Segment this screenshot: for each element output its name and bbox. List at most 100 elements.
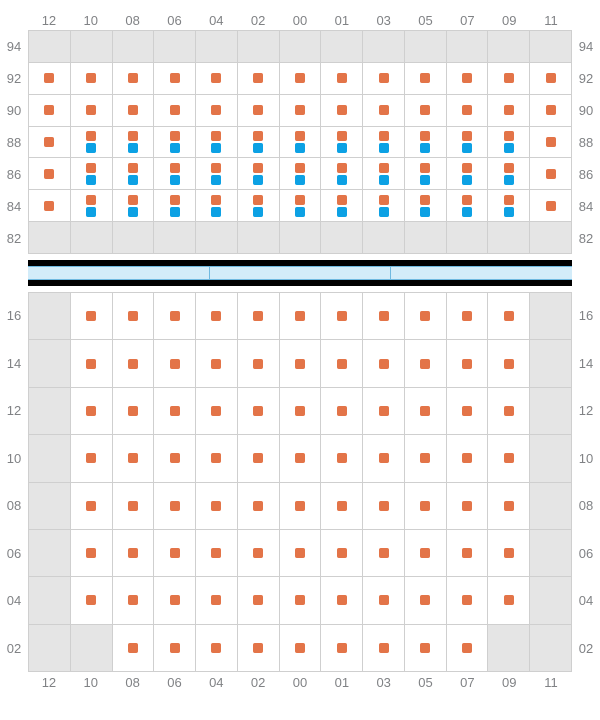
grid-cell[interactable] (321, 293, 363, 339)
grid-cell[interactable] (113, 340, 155, 386)
grid-cell[interactable] (196, 435, 238, 481)
grid-cell[interactable] (280, 127, 322, 158)
grid-cell[interactable] (405, 340, 447, 386)
grid-cell[interactable] (280, 388, 322, 434)
grid-cell[interactable] (280, 530, 322, 576)
grid-cell[interactable] (280, 483, 322, 529)
grid-cell[interactable] (447, 158, 489, 189)
grid-cell[interactable] (113, 31, 155, 62)
grid-cell[interactable] (530, 293, 571, 339)
grid-cell[interactable] (196, 340, 238, 386)
grid-cell[interactable] (154, 530, 196, 576)
grid-cell[interactable] (71, 95, 113, 126)
grid-cell[interactable] (113, 435, 155, 481)
grid-cell[interactable] (113, 530, 155, 576)
grid-cell[interactable] (154, 63, 196, 94)
grid-cell[interactable] (488, 158, 530, 189)
grid-cell[interactable] (113, 95, 155, 126)
grid-cell[interactable] (363, 293, 405, 339)
grid-cell[interactable] (530, 483, 571, 529)
grid-cell[interactable] (196, 577, 238, 623)
grid-cell[interactable] (71, 31, 113, 62)
grid-cell[interactable] (447, 530, 489, 576)
grid-cell[interactable] (154, 625, 196, 671)
grid-cell[interactable] (530, 190, 571, 221)
grid-cell[interactable] (113, 63, 155, 94)
grid-cell[interactable] (238, 293, 280, 339)
grid-cell[interactable] (29, 435, 71, 481)
grid-cell[interactable] (238, 222, 280, 253)
grid-cell[interactable] (321, 530, 363, 576)
grid-cell[interactable] (447, 435, 489, 481)
grid-cell[interactable] (405, 31, 447, 62)
grid-cell[interactable] (488, 127, 530, 158)
grid-cell[interactable] (447, 340, 489, 386)
grid-cell[interactable] (488, 222, 530, 253)
grid-cell[interactable] (29, 388, 71, 434)
grid-cell[interactable] (363, 483, 405, 529)
grid-cell[interactable] (321, 31, 363, 62)
grid-cell[interactable] (238, 63, 280, 94)
grid-cell[interactable] (71, 625, 113, 671)
grid-cell[interactable] (196, 31, 238, 62)
grid-cell[interactable] (196, 625, 238, 671)
grid-cell[interactable] (280, 190, 322, 221)
grid-cell[interactable] (113, 127, 155, 158)
grid-cell[interactable] (447, 577, 489, 623)
grid-cell[interactable] (196, 190, 238, 221)
grid-cell[interactable] (71, 577, 113, 623)
grid-cell[interactable] (530, 388, 571, 434)
grid-cell[interactable] (488, 95, 530, 126)
grid-cell[interactable] (488, 63, 530, 94)
grid-cell[interactable] (530, 222, 571, 253)
grid-cell[interactable] (280, 625, 322, 671)
grid-cell[interactable] (280, 293, 322, 339)
grid-cell[interactable] (29, 190, 71, 221)
grid-cell[interactable] (530, 577, 571, 623)
grid-cell[interactable] (488, 31, 530, 62)
grid-cell[interactable] (113, 483, 155, 529)
grid-cell[interactable] (405, 63, 447, 94)
grid-cell[interactable] (29, 158, 71, 189)
grid-cell[interactable] (530, 95, 571, 126)
grid-cell[interactable] (29, 31, 71, 62)
grid-cell[interactable] (238, 577, 280, 623)
grid-cell[interactable] (154, 158, 196, 189)
grid-cell[interactable] (29, 127, 71, 158)
grid-cell[interactable] (280, 222, 322, 253)
grid-cell[interactable] (71, 158, 113, 189)
grid-cell[interactable] (405, 190, 447, 221)
grid-cell[interactable] (238, 625, 280, 671)
grid-cell[interactable] (113, 625, 155, 671)
grid-cell[interactable] (29, 63, 71, 94)
grid-cell[interactable] (280, 435, 322, 481)
grid-cell[interactable] (321, 190, 363, 221)
grid-cell[interactable] (154, 340, 196, 386)
grid-cell[interactable] (71, 190, 113, 221)
grid-cell[interactable] (530, 31, 571, 62)
grid-cell[interactable] (321, 127, 363, 158)
grid-cell[interactable] (238, 158, 280, 189)
grid-cell[interactable] (29, 293, 71, 339)
grid-cell[interactable] (196, 158, 238, 189)
grid-cell[interactable] (447, 483, 489, 529)
grid-cell[interactable] (363, 340, 405, 386)
grid-cell[interactable] (29, 222, 71, 253)
grid-cell[interactable] (530, 127, 571, 158)
grid-cell[interactable] (447, 388, 489, 434)
grid-cell[interactable] (238, 435, 280, 481)
grid-cell[interactable] (530, 63, 571, 94)
grid-cell[interactable] (405, 127, 447, 158)
grid-cell[interactable] (29, 577, 71, 623)
grid-cell[interactable] (196, 530, 238, 576)
grid-cell[interactable] (71, 435, 113, 481)
grid-cell[interactable] (488, 190, 530, 221)
grid-cell[interactable] (488, 340, 530, 386)
grid-cell[interactable] (363, 95, 405, 126)
grid-cell[interactable] (363, 435, 405, 481)
grid-cell[interactable] (321, 158, 363, 189)
grid-cell[interactable] (154, 95, 196, 126)
grid-cell[interactable] (405, 483, 447, 529)
grid-cell[interactable] (321, 63, 363, 94)
grid-cell[interactable] (113, 158, 155, 189)
